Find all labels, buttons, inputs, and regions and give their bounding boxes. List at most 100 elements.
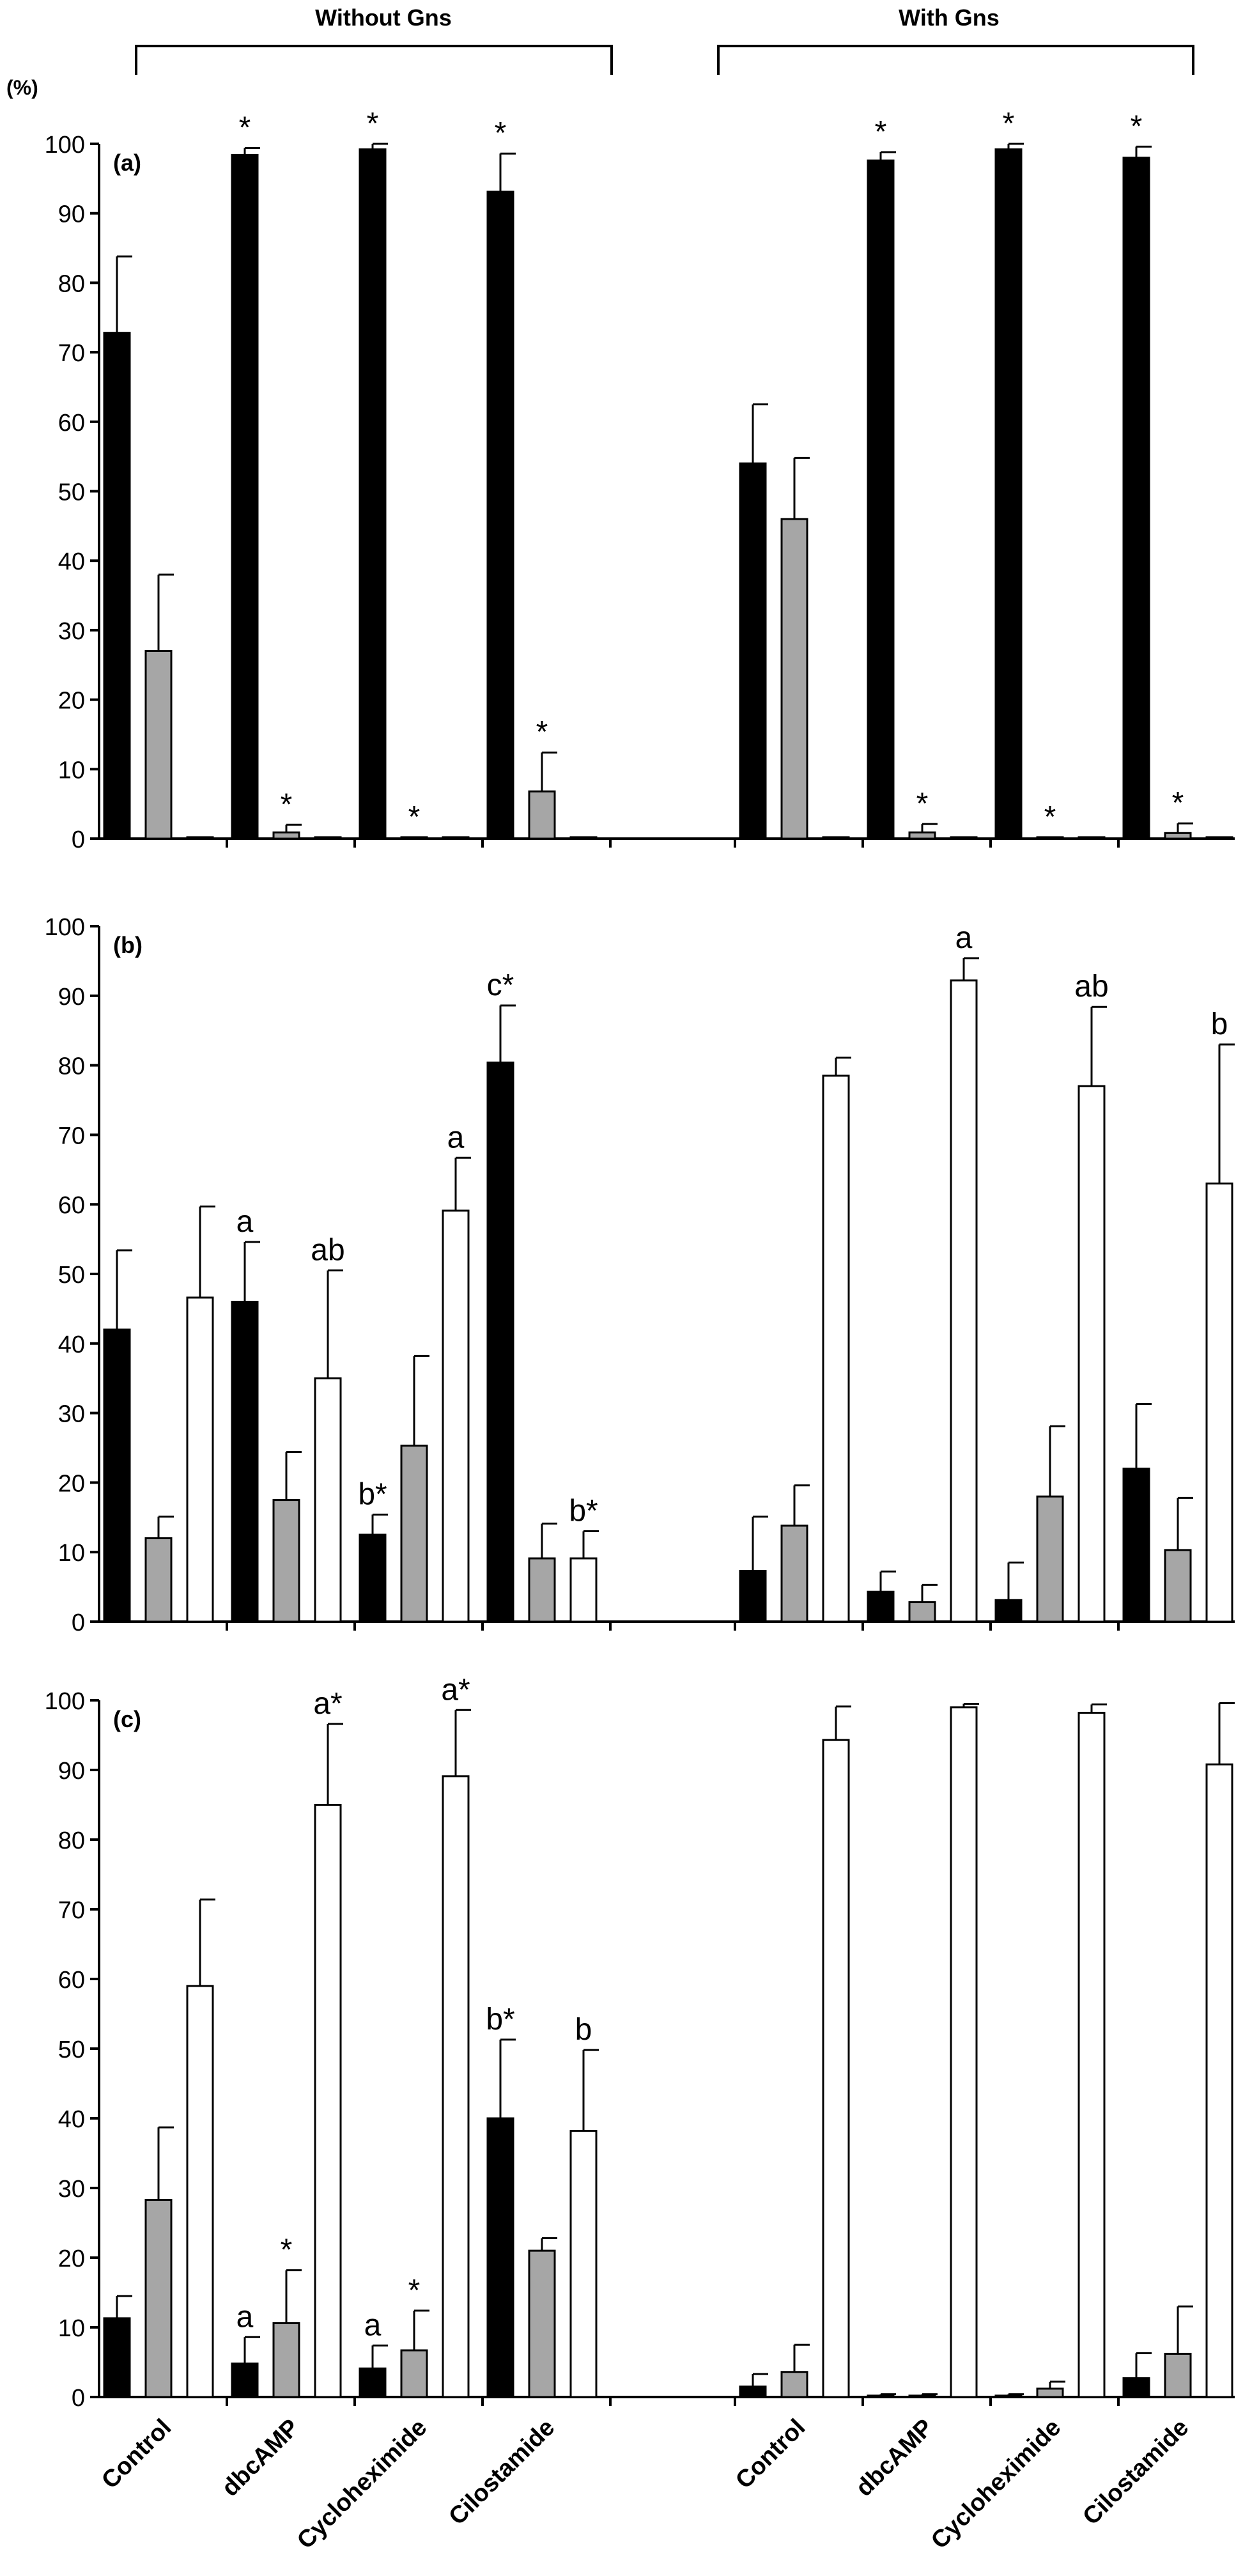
significance-label: * <box>536 715 548 749</box>
bar-white <box>1205 1763 1233 2398</box>
y-tick-label: 70 <box>58 1897 85 1924</box>
bar-white <box>1078 1085 1106 1623</box>
x-category-labels: Control dbcAMP Cycloheximide Cilostamide… <box>97 2414 1194 2554</box>
bar-white <box>569 2130 598 2398</box>
x-label-without-control: Control <box>97 2414 176 2494</box>
y-tick-label: 10 <box>58 1540 85 1567</box>
bar-black <box>994 2394 1023 2398</box>
x-label-with-cilostamide: Cilostamide <box>1078 2414 1194 2531</box>
bar-black <box>867 1590 895 1623</box>
x-label-with-control: Control <box>730 2414 810 2494</box>
y-tick-label: 90 <box>58 201 85 228</box>
bar-white <box>569 1557 598 1623</box>
significance-label: ab <box>311 1234 344 1268</box>
y-tick-label: 50 <box>58 1262 85 1289</box>
bar-gray <box>780 518 808 840</box>
bar-white <box>1205 836 1233 840</box>
significance-label: c* <box>487 968 514 1002</box>
significance-label: * <box>1172 786 1184 820</box>
significance-label: b <box>1211 1007 1228 1041</box>
bar-gray <box>1164 1549 1192 1623</box>
y-unit-label: (%) <box>6 76 38 99</box>
group-bracket-without-gns <box>135 45 613 75</box>
significance-label: * <box>916 787 929 821</box>
y-tick-label: 30 <box>58 2176 85 2203</box>
significance-label: b* <box>486 2003 514 2037</box>
significance-label: a <box>955 921 973 955</box>
bar-black <box>103 1328 131 1623</box>
bar-black <box>103 332 131 840</box>
bar-white <box>1078 836 1106 840</box>
bar-gray <box>528 2249 556 2398</box>
bar-white <box>950 1706 978 2398</box>
y-tick-label: 90 <box>58 1758 85 1785</box>
y-tick-label: 20 <box>58 2246 85 2272</box>
x-label-without-cycloheximide: Cycloheximide <box>292 2414 432 2554</box>
bar-gray <box>1036 2387 1064 2398</box>
bar-black <box>739 462 767 840</box>
bar-white <box>186 836 214 840</box>
y-tick-label: 20 <box>58 1470 85 1497</box>
y-tick-label: 70 <box>58 340 85 367</box>
significance-label: b <box>575 2013 592 2047</box>
x-label-with-cycloheximide: Cycloheximide <box>926 2414 1066 2554</box>
bar-white <box>314 1804 342 2398</box>
y-tick-label: 30 <box>58 618 85 645</box>
bar-black <box>994 1599 1023 1623</box>
bar-gray <box>1036 1495 1064 1623</box>
bar-white <box>822 1739 850 2398</box>
bar-gray <box>1164 2352 1192 2398</box>
bar-black <box>231 2363 259 2398</box>
significance-label: * <box>281 788 293 821</box>
y-tick-label: 50 <box>58 2037 85 2063</box>
x-label-without-cilostamide: Cilostamide <box>444 2414 560 2531</box>
bar-white <box>1078 1712 1106 2398</box>
y-tick-label: 0 <box>72 826 85 853</box>
bar-white <box>186 1985 214 2398</box>
bar-black <box>359 148 387 840</box>
significance-label: * <box>239 111 251 145</box>
y-tick-label: 40 <box>58 548 85 575</box>
bar-gray <box>780 1525 808 1623</box>
significance-label: * <box>408 800 421 834</box>
y-tick-label: 10 <box>58 2315 85 2342</box>
y-tick-label: 40 <box>58 1331 85 1358</box>
bar-white <box>314 1377 342 1623</box>
bar-gray <box>400 836 428 840</box>
panel-a: 0 10 20 30 40 50 60 70 80 90 100 (a) * * * * * * * * * * * * <box>45 107 1235 853</box>
bar-gray <box>400 1445 428 1623</box>
bar-gray <box>908 1601 936 1623</box>
y-tick-label: 10 <box>58 757 85 784</box>
y-tick-label: 70 <box>58 1122 85 1149</box>
significance-label: * <box>495 116 507 150</box>
significance-label: a* <box>313 1687 342 1721</box>
significance-label: * <box>281 2233 293 2267</box>
significance-label: * <box>1131 109 1143 143</box>
bar-gray <box>272 2322 300 2398</box>
bar-gray <box>144 1537 173 1623</box>
bar-black <box>1122 2377 1150 2398</box>
significance-label: b* <box>358 1477 387 1511</box>
bar-white <box>950 979 978 1623</box>
bar-black <box>359 1533 387 1623</box>
bar-white <box>442 1775 470 2398</box>
y-tick-label: 60 <box>58 410 85 437</box>
bar-gray <box>780 2371 808 2398</box>
y-tick-label: 90 <box>58 984 85 1011</box>
bar-black <box>486 2117 514 2398</box>
bar-black <box>486 190 514 840</box>
bar-black <box>359 2367 387 2398</box>
group-bracket-with-gns <box>717 45 1194 75</box>
x-label-without-dbcamp: dbcAMP <box>217 2414 304 2502</box>
bar-black <box>739 2386 767 2398</box>
bar-black <box>486 1061 514 1623</box>
significance-label: b* <box>569 1494 598 1528</box>
bar-gray <box>908 831 936 840</box>
bar-black <box>103 2317 131 2398</box>
bar-gray <box>272 1499 300 1623</box>
group-label-with-gns: With Gns <box>899 4 1000 31</box>
bar-black <box>231 153 259 840</box>
bar-black <box>231 1301 259 1623</box>
